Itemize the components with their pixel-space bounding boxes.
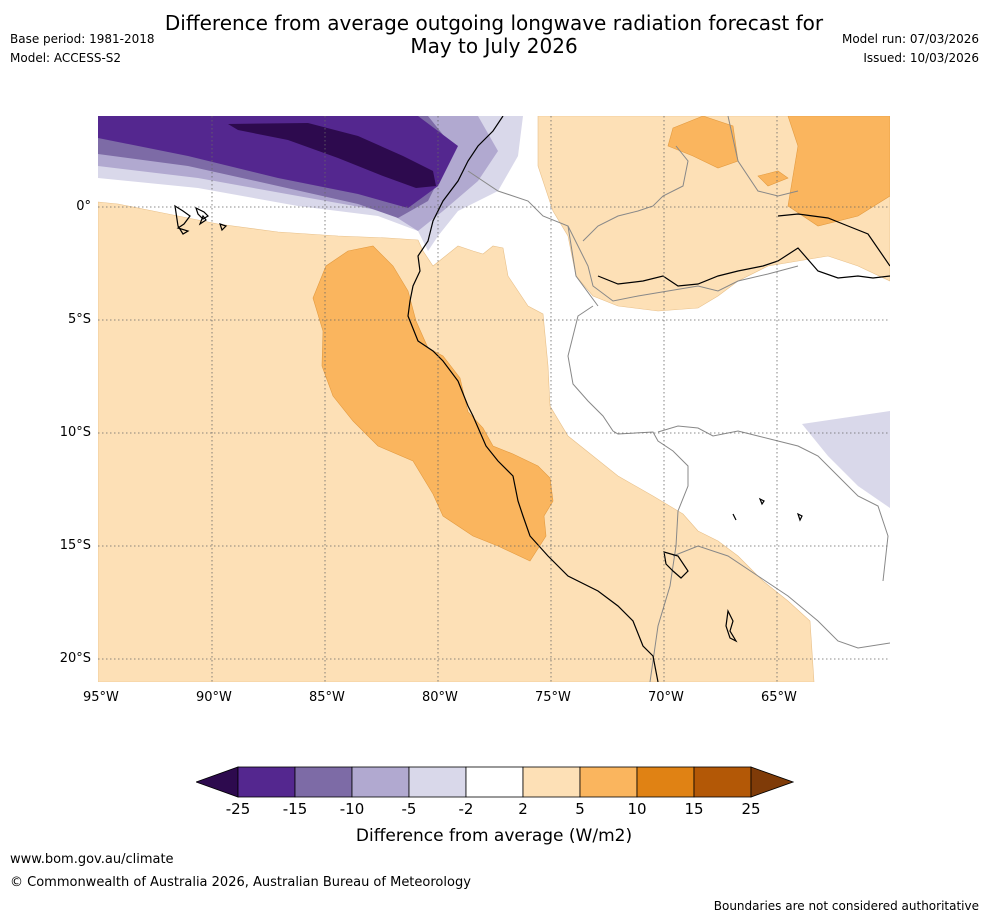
colorbar-bin-5-10: [579, 766, 638, 798]
colorbar-bin-10-15: [636, 766, 695, 798]
anomaly-region-deep-purple: [98, 116, 458, 208]
lon-label-75w: 75°W: [535, 690, 571, 705]
country-borders: [467, 116, 890, 682]
lon-label-70w: 70°W: [648, 690, 684, 705]
colorbar-bin-neg10-neg5: [351, 766, 410, 798]
anomaly-region-orange-north: [667, 116, 739, 169]
colorbar-tick-label: -5: [401, 800, 417, 818]
colorbar-tick-label: -25: [225, 800, 251, 818]
footer-disclaimer: Boundaries are not considered authoritat…: [713, 899, 979, 913]
colorbar: [196, 766, 794, 798]
footer-url[interactable]: www.bom.gov.au/climate: [10, 852, 174, 867]
colorbar-tick-label: -2: [458, 800, 474, 818]
colorbar-tick-label: 25: [741, 800, 761, 818]
colorbar-bin-2-5: [522, 766, 581, 798]
title-line-2: May to July 2026: [410, 34, 578, 58]
graticule: [98, 116, 890, 682]
colorbar-tick-label: 2: [518, 800, 528, 818]
lon-label-85w: 85°W: [309, 690, 345, 705]
issued-date: Issued: 10/03/2026: [863, 51, 979, 65]
title-line-1: Difference from average outgoing longwav…: [164, 11, 824, 35]
colorbar-tick-label: 5: [575, 800, 585, 818]
lat-label-15s: 15°S: [59, 538, 91, 553]
colorbar-bin-neg15-neg10: [294, 766, 353, 798]
lat-label-0: 0°: [76, 199, 91, 214]
lat-label-10s: 10°S: [59, 425, 91, 440]
colorbar-tick-label: -10: [339, 800, 365, 818]
colorbar-tick-label: 10: [627, 800, 647, 818]
footer-copyright: © Commonwealth of Australia 2026, Austra…: [10, 875, 471, 890]
anomaly-region-darkest-purple: [228, 123, 436, 188]
colorbar-bin-15-25: [693, 766, 752, 798]
colorbar-bin-neg5-neg2: [408, 766, 467, 798]
lon-label-95w: 95°W: [83, 690, 119, 705]
lon-label-90w: 90°W: [196, 690, 232, 705]
model-name: Model: ACCESS-S2: [10, 51, 122, 65]
anomaly-region-orange-northeast: [787, 116, 890, 227]
lat-label-5s: 5°S: [67, 312, 91, 327]
lon-label-80w: 80°W: [422, 690, 458, 705]
colorbar-bin-neg2-2: [465, 766, 524, 798]
lon-label-65w: 65°W: [761, 690, 797, 705]
colorbar-extend-low: [196, 766, 239, 798]
model-run-date: Model run: 07/03/2026: [841, 32, 979, 46]
base-period: Base period: 1981-2018: [10, 32, 155, 46]
olr-anomaly-map: [98, 116, 890, 682]
colorbar-tick-label: -15: [282, 800, 308, 818]
lat-label-20s: 20°S: [59, 651, 91, 666]
colorbar-title: Difference from average (W/m2): [355, 826, 633, 846]
anomaly-region-lavender-east: [802, 411, 890, 508]
colorbar-bin-neg25-neg15: [237, 766, 296, 798]
colorbar-extend-high: [750, 766, 794, 798]
colorbar-tick-label: 15: [684, 800, 704, 818]
anomaly-region-orange-small: [757, 170, 789, 187]
coastlines: [174, 116, 890, 682]
map-title: Difference from average outgoing longwav…: [0, 12, 988, 58]
